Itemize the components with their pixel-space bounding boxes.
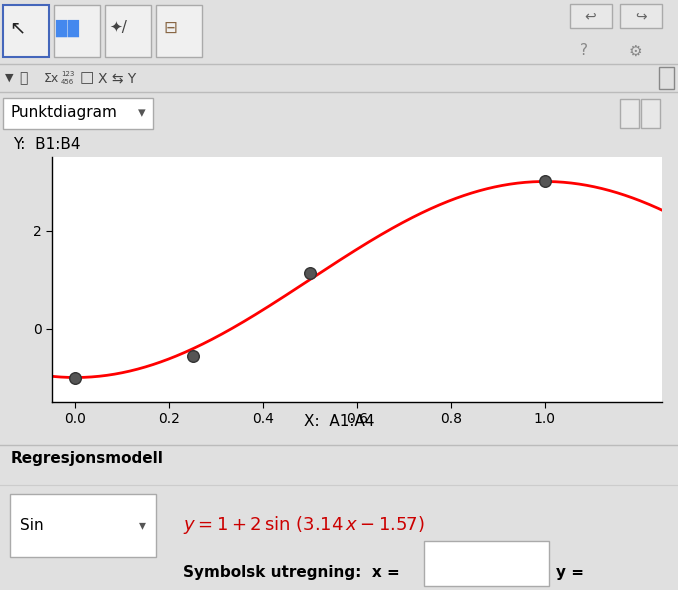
Text: ▾: ▾ bbox=[138, 106, 146, 120]
Text: ⊟: ⊟ bbox=[164, 19, 178, 37]
FancyBboxPatch shape bbox=[620, 4, 662, 28]
Text: Regresjonsmodell: Regresjonsmodell bbox=[10, 451, 163, 466]
FancyBboxPatch shape bbox=[570, 4, 612, 28]
FancyBboxPatch shape bbox=[424, 540, 549, 585]
Text: Sin: Sin bbox=[20, 518, 44, 533]
Text: y =: y = bbox=[556, 565, 584, 579]
Text: ↖: ↖ bbox=[9, 18, 25, 37]
Text: ↪: ↪ bbox=[635, 9, 647, 23]
Text: Symbolsk utregning:  x =: Symbolsk utregning: x = bbox=[183, 565, 400, 579]
Text: Σx: Σx bbox=[44, 71, 59, 84]
FancyBboxPatch shape bbox=[10, 494, 156, 557]
Text: ✦/: ✦/ bbox=[110, 21, 127, 35]
Text: ?: ? bbox=[580, 43, 589, 58]
FancyBboxPatch shape bbox=[3, 98, 153, 129]
Text: X ⇆ Y: X ⇆ Y bbox=[98, 71, 136, 85]
Text: 123
456: 123 456 bbox=[61, 71, 75, 84]
Point bbox=[304, 268, 315, 277]
FancyBboxPatch shape bbox=[156, 5, 202, 57]
Text: 🖐: 🖐 bbox=[19, 71, 27, 85]
Text: ⚙: ⚙ bbox=[629, 43, 642, 58]
Point bbox=[539, 177, 550, 186]
FancyBboxPatch shape bbox=[54, 5, 100, 57]
Text: ▼: ▼ bbox=[5, 73, 14, 83]
Text: ▉▉: ▉▉ bbox=[55, 19, 81, 37]
Text: X:  A1:A4: X: A1:A4 bbox=[304, 414, 374, 428]
Text: ▾: ▾ bbox=[139, 519, 146, 533]
Text: $y = 1 + 2\,\sin\,(3.14\,x - 1.57)$: $y = 1 + 2\,\sin\,(3.14\,x - 1.57)$ bbox=[183, 514, 425, 536]
Text: ↩: ↩ bbox=[584, 9, 597, 23]
FancyBboxPatch shape bbox=[620, 99, 639, 128]
Point bbox=[187, 352, 198, 361]
FancyBboxPatch shape bbox=[3, 5, 49, 57]
Text: Punktdiagram: Punktdiagram bbox=[10, 106, 117, 120]
FancyBboxPatch shape bbox=[641, 99, 660, 128]
FancyBboxPatch shape bbox=[659, 67, 674, 89]
FancyBboxPatch shape bbox=[105, 5, 151, 57]
Text: □: □ bbox=[80, 70, 94, 86]
Point bbox=[70, 373, 81, 382]
Text: Y:  B1:B4: Y: B1:B4 bbox=[14, 137, 81, 152]
